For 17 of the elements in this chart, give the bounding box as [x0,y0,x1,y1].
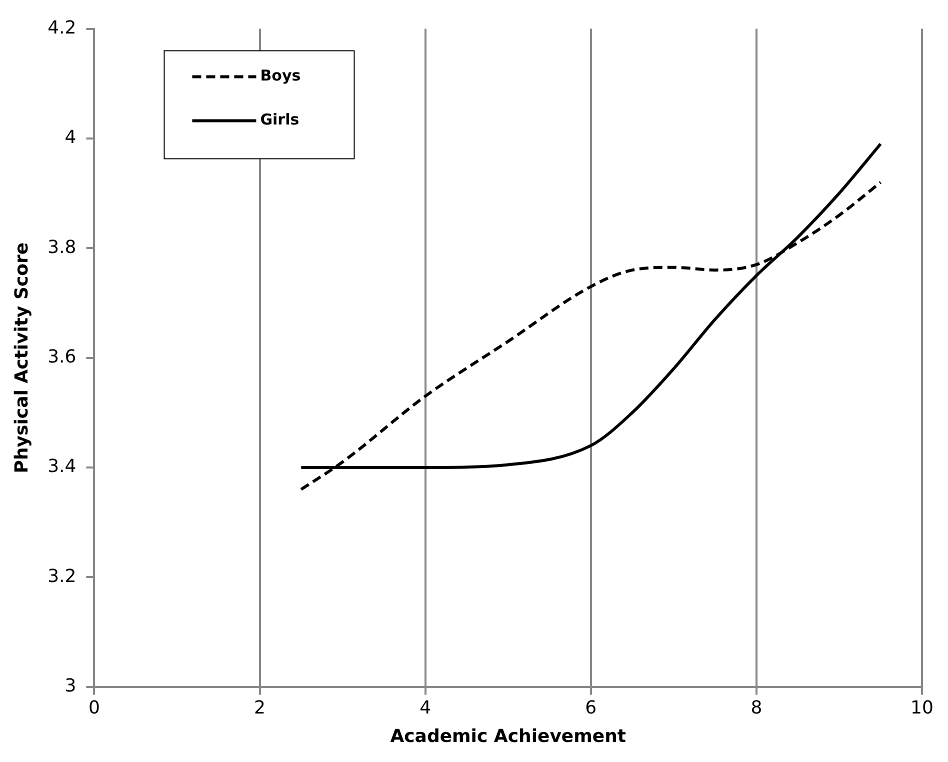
y-tick-label: 3 [64,675,76,696]
x-tick-label: 6 [585,697,597,718]
x-tick-label: 4 [420,697,432,718]
y-tick-label: 3.6 [48,346,76,368]
y-tick-label: 4 [64,127,76,148]
y-tick-label: 3.8 [48,236,76,258]
x-tick-label: 8 [750,697,762,718]
y-tick-label: 3.4 [48,456,76,478]
x-tick-label: 10 [910,697,934,718]
legend-label: Boys [260,66,301,85]
y-tick-label: 4.2 [48,17,76,38]
x-tick-label: 0 [88,697,100,718]
x-tick-label: 2 [254,697,266,718]
legend-label: Girls [260,110,300,129]
y-tick-label: 3.2 [48,566,76,587]
y-axis-title: Physical Activity Score [11,242,32,474]
x-axis-title: Academic Achievement [390,726,626,747]
